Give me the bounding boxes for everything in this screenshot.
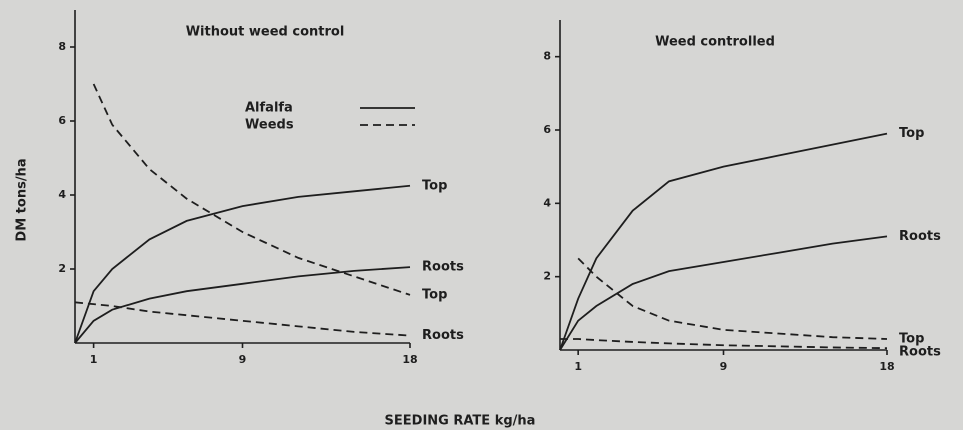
y-tick-label: 8 (58, 40, 66, 53)
curve-label: Top (899, 126, 924, 141)
y-axis-label: DM tons/ha (15, 158, 30, 241)
curve-label: Top (422, 178, 447, 193)
curve (74, 301, 411, 337)
legend-label: Weeds (245, 118, 294, 133)
curve-label: Roots (899, 345, 941, 360)
y-tick-label: 6 (58, 114, 66, 127)
curve-label: Roots (899, 229, 941, 244)
x-axis-label: SEEDING RATE kg/ha (385, 414, 536, 429)
x-tick-label: 9 (720, 360, 728, 373)
panel-title: Without weed control (186, 25, 345, 40)
y-tick-label: 2 (58, 262, 66, 275)
curve (559, 132, 888, 351)
y-tick-label: 4 (543, 196, 551, 209)
curve-label: Roots (422, 328, 464, 343)
curve (559, 235, 888, 351)
curve-label: Top (899, 332, 924, 347)
y-tick-label: 6 (543, 123, 551, 136)
curve (577, 257, 888, 340)
x-tick-label: 1 (90, 353, 98, 366)
x-tick-label: 9 (239, 353, 247, 366)
curve (560, 338, 888, 350)
x-tick-label: 18 (879, 360, 894, 373)
y-tick-label: 2 (543, 270, 551, 283)
legend-label: Alfalfa (245, 101, 293, 116)
x-tick-label: 18 (402, 353, 417, 366)
x-tick-label: 1 (574, 360, 582, 373)
curve-label: Roots (422, 260, 464, 275)
curve (92, 83, 411, 296)
curve (74, 266, 411, 344)
curve-label: Top (422, 287, 447, 302)
y-tick-label: 8 (543, 50, 551, 63)
curve (74, 184, 411, 344)
panel-title: Weed controlled (655, 35, 775, 50)
y-tick-label: 4 (58, 188, 66, 201)
